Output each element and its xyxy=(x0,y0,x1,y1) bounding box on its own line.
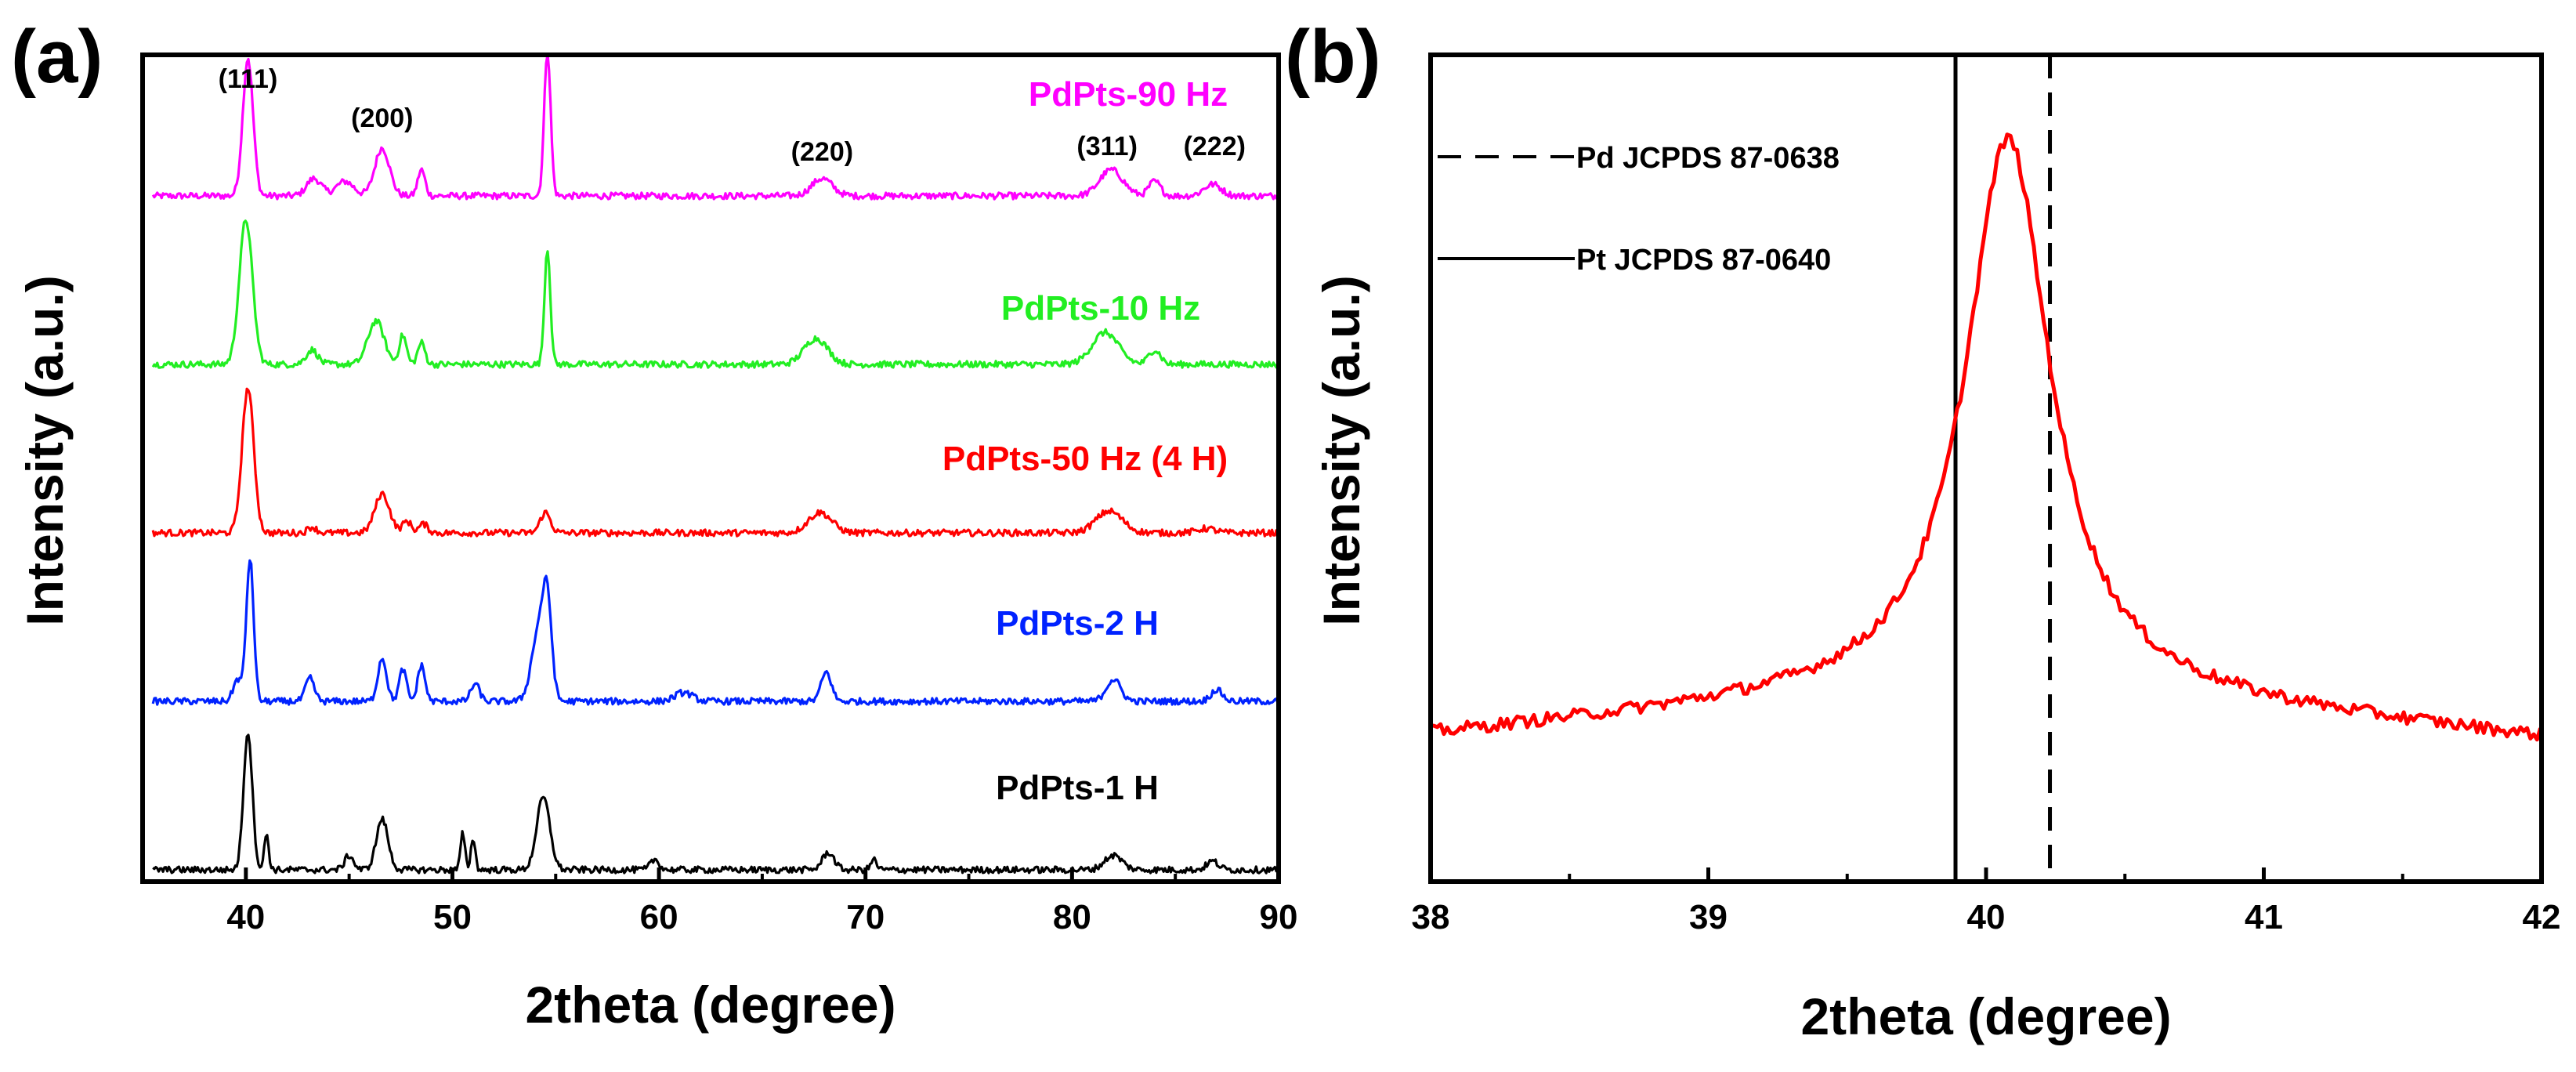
panel-a-series-group xyxy=(151,53,1279,875)
panel-a-peak-labels: (111) (200) (220) (311) (222) xyxy=(219,64,1246,167)
series-label-pdpts-90-hz: PdPts-90 Hz xyxy=(1029,75,1228,114)
panel-b-reference-lines xyxy=(1953,55,2053,882)
panel-b-letter: (b) xyxy=(1285,15,1381,99)
x-tick-label-b: 42 xyxy=(2523,898,2561,936)
series-line-pdpts-90-hz xyxy=(151,53,1279,201)
series-label-pdpts-50-hz-4-h: PdPts-50 Hz (4 H) xyxy=(942,440,1228,478)
panel-b-plot-frame xyxy=(1428,53,2544,884)
series-line-pdpts-50-hz-4-h xyxy=(151,387,1279,538)
panel-b-x-ticks: 38 39 40 41 42 xyxy=(1412,867,2561,936)
peak-label-222: (222) xyxy=(1184,132,1246,161)
legend-label-pd-jcpds-87-0638: Pd JCPDS 87-0638 xyxy=(1576,142,1840,175)
series-line-pdpts-1-h xyxy=(152,733,1279,875)
series-label-pdpts-1-h: PdPts-1 H xyxy=(996,769,1159,807)
panel-b-legend: Pd JCPDS 87-0638 Pt JCPDS 87-0640 xyxy=(1438,142,1840,277)
panel-b-y-axis-title: Intensity (a.u.) xyxy=(1312,275,1370,625)
x-tick-label-a: 70 xyxy=(846,898,885,936)
panel-a-series-labels: PdPts-90 Hz PdPts-10 Hz PdPts-50 Hz (4 H) P… xyxy=(942,75,1228,807)
peak-label-311: (311) xyxy=(1076,132,1138,161)
x-tick-label-a: 50 xyxy=(433,898,472,936)
panel-a-xrd-patterns: (a) Intensity (a.u.) 2theta (degree) PdP… xyxy=(11,15,1297,1034)
peak-label-200: (200) xyxy=(351,103,413,133)
peak-label-220: (220) xyxy=(791,137,853,167)
x-tick-label-a: 60 xyxy=(640,898,678,936)
panel-a-letter: (a) xyxy=(11,15,103,99)
x-tick-label-b: 39 xyxy=(1689,898,1728,936)
series-label-pdpts-2-h: PdPts-2 H xyxy=(996,604,1159,643)
x-tick-label-b: 38 xyxy=(1412,898,1450,936)
peak-label-111: (111) xyxy=(219,64,278,94)
panel-a-y-axis-title: Intensity (a.u.) xyxy=(16,275,74,625)
panel-b-series-group xyxy=(1430,132,2542,742)
panel-a-plot-frame xyxy=(140,53,1281,884)
series-line-pdpts-10-hz xyxy=(151,219,1279,369)
series-label-pdpts-10-hz: PdPts-10 Hz xyxy=(1001,289,1200,328)
x-tick-label-b: 40 xyxy=(1967,898,2006,936)
series-line-xrd-peak xyxy=(1430,132,2542,742)
panel-a-x-ticks: 40 50 60 70 80 90 xyxy=(141,867,1298,936)
panel-b-peak-shift: (b) Intensity (a.u.) 2theta (degree) Pd … xyxy=(1285,15,2560,1045)
x-tick-label-a: 40 xyxy=(226,898,265,936)
legend-label-pt-jcpds-87-0640: Pt JCPDS 87-0640 xyxy=(1576,244,1831,277)
x-tick-label-a: 90 xyxy=(1260,898,1298,936)
x-tick-label-b: 41 xyxy=(2245,898,2283,936)
series-line-pdpts-2-h xyxy=(151,559,1279,706)
x-tick-label-a: 80 xyxy=(1053,898,1091,936)
panel-b-x-axis-title: 2theta (degree) xyxy=(1800,987,2171,1045)
panel-a-x-axis-title: 2theta (degree) xyxy=(525,976,895,1034)
